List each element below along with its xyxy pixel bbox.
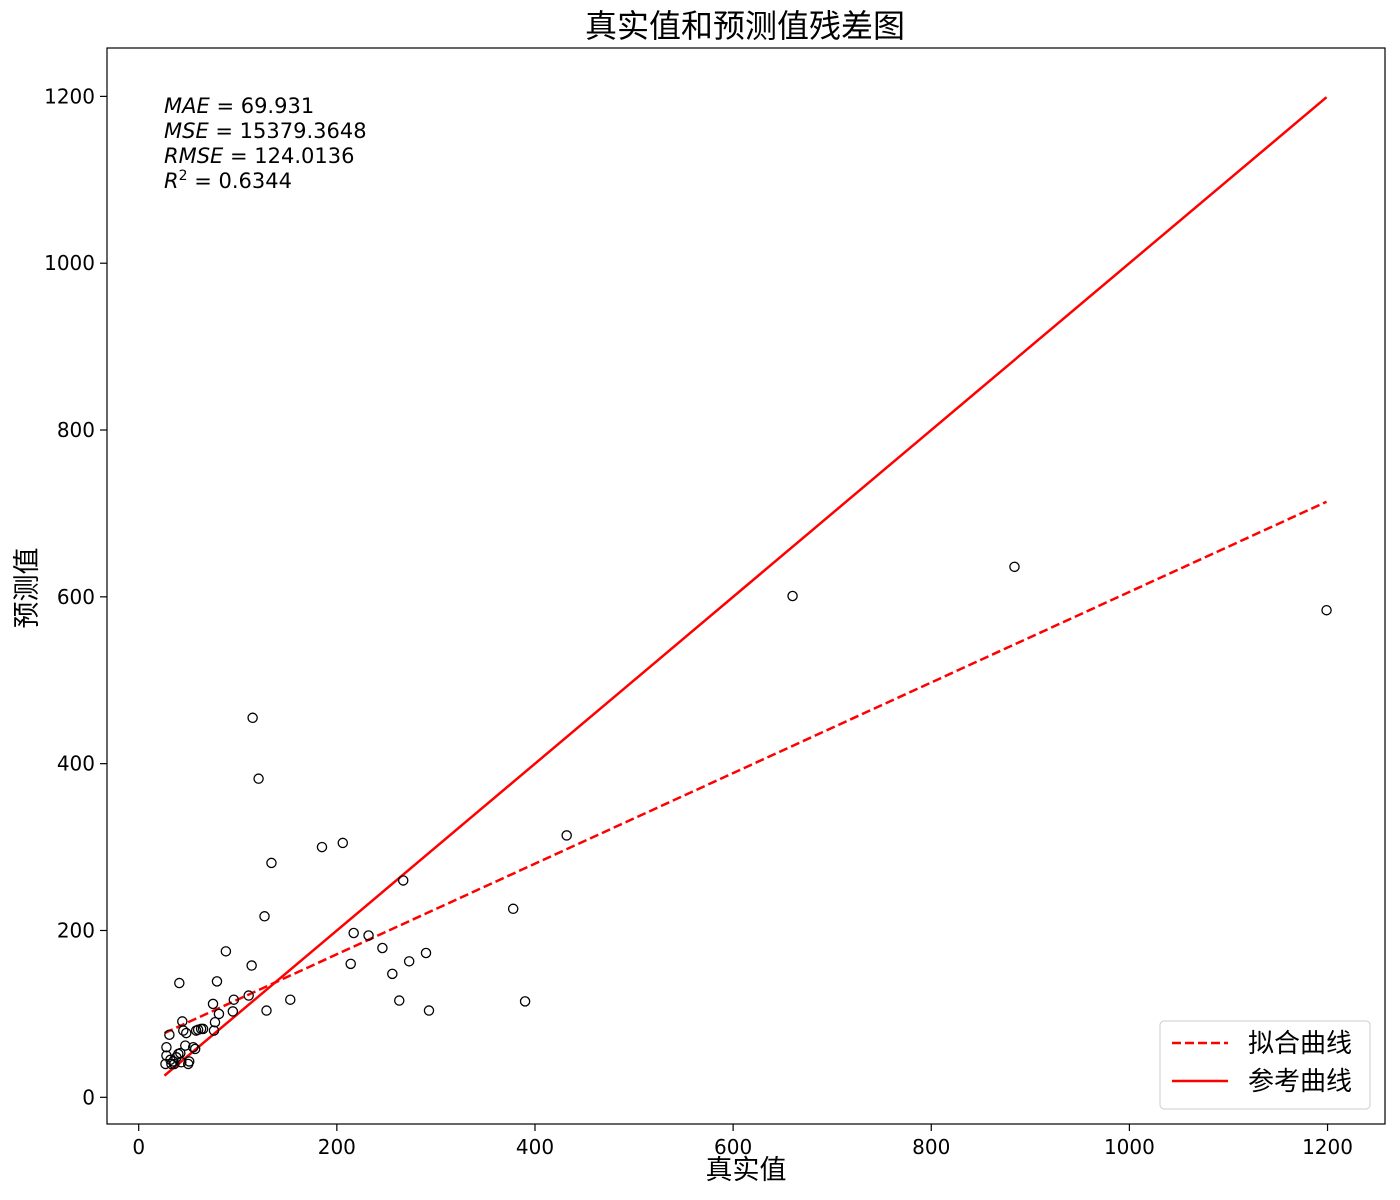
data-point xyxy=(209,1016,221,1028)
x-tick-label: 1200 xyxy=(1302,1135,1353,1159)
data-point xyxy=(403,956,415,967)
data-point xyxy=(174,977,185,989)
data-point xyxy=(259,911,270,922)
metric-mse: MSE = 15379.3648 xyxy=(164,119,367,143)
data-point xyxy=(420,947,432,959)
data-point xyxy=(561,830,572,841)
data-point xyxy=(363,930,374,941)
data-point xyxy=(247,712,258,724)
data-point xyxy=(397,875,409,886)
data-point xyxy=(387,968,398,980)
plot-area xyxy=(160,96,1332,1077)
data-point xyxy=(1321,604,1332,616)
data-point xyxy=(228,994,240,1005)
data-point xyxy=(178,1025,189,1036)
x-tick-label: 0 xyxy=(132,1135,145,1159)
data-point xyxy=(243,990,254,1001)
fit-line xyxy=(163,500,1328,1035)
data-point xyxy=(345,958,356,970)
legend-label: 拟合曲线 xyxy=(1248,1029,1352,1059)
data-point xyxy=(169,1058,180,1070)
metric-mae: MAE = 69.931 xyxy=(164,94,314,118)
x-tick-label: 600 xyxy=(714,1135,752,1159)
x-axis: 0 200 400 600 800 1000 1200 xyxy=(132,1124,1353,1159)
data-point xyxy=(197,1023,209,1035)
x-axis-title: 真实值 xyxy=(706,1155,787,1186)
data-point xyxy=(348,927,359,939)
y-axis-title: 预测值 xyxy=(12,548,43,629)
data-point xyxy=(337,837,349,849)
data-point xyxy=(208,1025,220,1036)
legend-label: 参考曲线 xyxy=(1248,1067,1352,1097)
data-point xyxy=(164,1029,175,1041)
plot-frame xyxy=(106,47,1386,1125)
x-tick-label: 1000 xyxy=(1104,1135,1155,1159)
data-point xyxy=(180,1040,191,1051)
x-tick-label: 800 xyxy=(912,1135,950,1159)
chart-title: 真实值和预测值残差图 xyxy=(585,7,905,45)
data-point xyxy=(253,773,264,784)
data-point xyxy=(211,976,223,987)
data-point xyxy=(246,960,257,971)
metric-rmse: RMSE = 124.0136 xyxy=(164,144,354,168)
data-point xyxy=(394,995,405,1006)
data-point xyxy=(166,1058,177,1070)
data-point xyxy=(176,1057,187,1068)
y-tick-label: 1000 xyxy=(44,251,95,275)
y-tick-label: 800 xyxy=(57,418,95,442)
data-point xyxy=(787,590,798,602)
data-point xyxy=(266,857,277,869)
data-point xyxy=(161,1042,172,1053)
data-point xyxy=(519,996,531,1007)
y-tick-label: 400 xyxy=(57,752,95,776)
data-point xyxy=(423,1005,435,1016)
data-point xyxy=(285,994,296,1005)
y-tick-label: 1200 xyxy=(44,84,95,108)
y-tick-label: 0 xyxy=(82,1085,95,1109)
data-point xyxy=(207,998,219,1010)
y-tick-label: 200 xyxy=(57,918,95,942)
data-point xyxy=(187,1042,199,1053)
data-point xyxy=(183,1056,195,1067)
x-tick-label: 200 xyxy=(318,1135,356,1159)
data-point xyxy=(261,1005,272,1016)
reference-line xyxy=(163,96,1328,1077)
y-tick-label: 600 xyxy=(57,585,95,609)
data-point xyxy=(213,1008,225,1020)
x-tick-label: 400 xyxy=(516,1135,554,1159)
data-point xyxy=(227,1006,239,1017)
metric-r: R2 = 0.6344 xyxy=(164,168,292,193)
data-point xyxy=(189,1043,201,1055)
data-point xyxy=(507,903,519,915)
data-point xyxy=(316,841,328,853)
data-point xyxy=(220,946,232,957)
data-point xyxy=(377,942,388,954)
data-point xyxy=(181,1027,192,1039)
data-point xyxy=(1009,561,1020,573)
y-axis: 0 200 400 600 800 1000 1200 xyxy=(44,84,107,1109)
